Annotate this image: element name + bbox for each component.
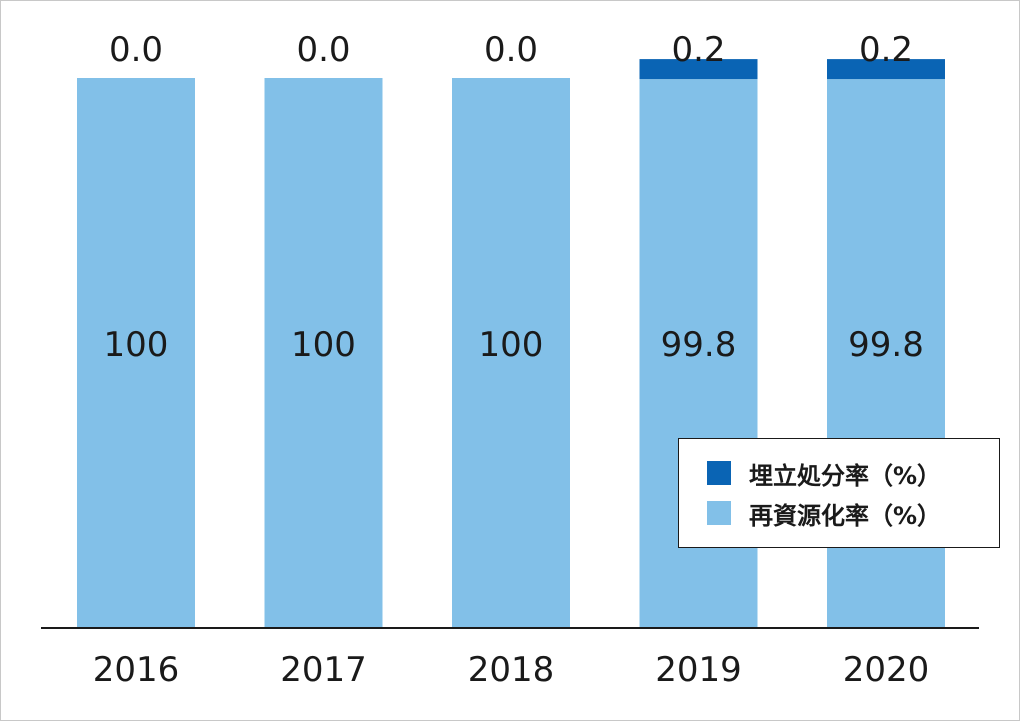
legend-item-landfill: 埋立処分率（%） xyxy=(707,453,999,493)
x-tick-label-2017: 2017 xyxy=(280,650,367,690)
x-tick-label-2018: 2018 xyxy=(468,650,555,690)
data-label-landfill-2019: 0.2 xyxy=(671,30,725,70)
data-label-recycling-2017: 100 xyxy=(291,325,356,365)
legend: 埋立処分率（%） 再資源化率（%） xyxy=(678,438,1000,548)
legend-swatch-recycling xyxy=(707,501,731,525)
bar-landfill-2019 xyxy=(639,59,758,80)
x-tick-label-2019: 2019 xyxy=(655,650,742,690)
data-label-recycling-2019: 99.8 xyxy=(661,325,737,365)
x-tick-label-2016: 2016 xyxy=(93,650,180,690)
data-label-recycling-2018: 100 xyxy=(479,325,544,365)
data-label-landfill-2017: 0.0 xyxy=(296,30,350,70)
bar-recycling-2017 xyxy=(264,78,383,628)
data-label-landfill-2018: 0.0 xyxy=(484,30,538,70)
data-label-recycling-2016: 100 xyxy=(104,325,169,365)
bar-recycling-2016 xyxy=(77,78,195,628)
data-label-landfill-2016: 0.0 xyxy=(109,30,163,70)
bar-recycling-2018 xyxy=(452,78,570,628)
data-label-landfill-2020: 0.2 xyxy=(859,30,913,70)
legend-label-landfill: 埋立処分率（%） xyxy=(749,461,942,490)
legend-item-recycling: 再資源化率（%） xyxy=(707,493,999,533)
legend-label-recycling: 再資源化率（%） xyxy=(749,501,942,530)
bar-landfill-2020 xyxy=(827,59,945,80)
x-tick-label-2020: 2020 xyxy=(843,650,930,690)
data-label-recycling-2020: 99.8 xyxy=(848,325,924,365)
legend-swatch-landfill xyxy=(707,461,731,485)
